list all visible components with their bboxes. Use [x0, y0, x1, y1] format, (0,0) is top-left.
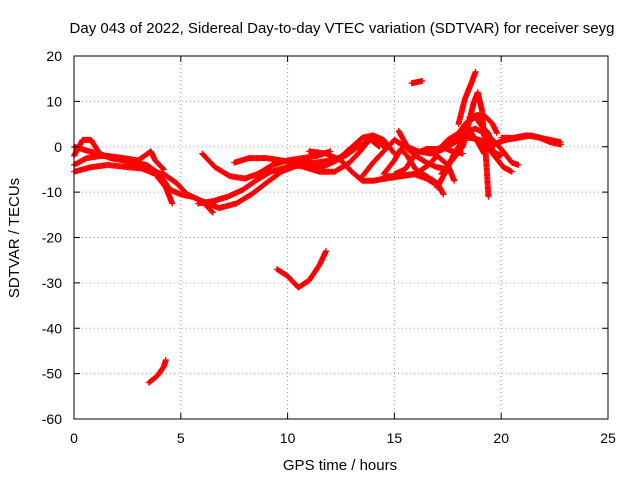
series-track-25	[408, 78, 426, 87]
series-markers	[408, 78, 426, 87]
y-axis-label: SDTVAR / TECUs	[6, 178, 23, 298]
axis-ticks: 0 5 10 15 20 25 -60 -50 -40 -30 -20 -10 0 10 20	[42, 48, 616, 446]
y-tick-label: -10	[42, 184, 62, 200]
grid-lines	[74, 56, 608, 419]
x-tick-label: 25	[600, 430, 616, 446]
chart-title: Day 043 of 2022, Sidereal Day-to-day VTE…	[70, 20, 615, 37]
x-tick-label: 15	[387, 430, 403, 446]
series-markers	[273, 248, 329, 291]
y-tick-label: -40	[42, 320, 62, 336]
y-tick-label: 0	[54, 139, 62, 155]
y-tick-label: 10	[46, 93, 62, 109]
y-tick-label: -20	[42, 230, 62, 246]
x-axis-label: GPS time / hours	[283, 457, 397, 474]
series-track-27	[145, 357, 169, 386]
y-tick-label: 20	[46, 48, 62, 64]
series-track-9	[284, 132, 398, 175]
data-series	[71, 68, 564, 386]
series-markers	[284, 132, 398, 175]
y-tick-label: -60	[42, 411, 62, 427]
series-markers	[498, 132, 564, 148]
x-tick-label: 10	[280, 430, 296, 446]
series-track-21	[455, 68, 479, 128]
series-track-22	[466, 112, 500, 137]
x-tick-label: 0	[70, 430, 78, 446]
x-tick-label: 20	[493, 430, 509, 446]
series-markers	[145, 357, 169, 386]
y-tick-label: -30	[42, 275, 62, 291]
x-tick-label: 5	[177, 430, 185, 446]
series-track-26	[273, 248, 329, 291]
series-markers	[466, 112, 500, 137]
y-tick-label: -50	[42, 366, 62, 382]
series-markers	[455, 68, 479, 128]
series-track-24	[498, 132, 564, 148]
